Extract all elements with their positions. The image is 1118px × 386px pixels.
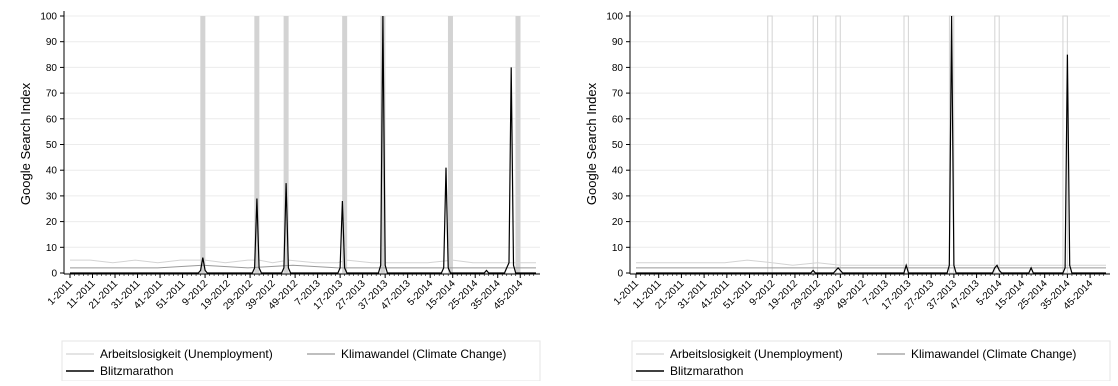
chart-panel-2: 0 10 20 30 40 50 60 70 80 90 100 Google Search Inde… [584,11,1111,382]
series-bar [835,15,841,274]
y-tick-label: 30 [612,191,624,202]
series-bar [1062,15,1068,274]
legend-box [631,340,1111,382]
legend-label: Blitzmarathon [100,364,173,378]
series-bar [254,16,260,273]
series-bar [994,15,1000,274]
series-bar [283,16,289,273]
y-tick-label: 50 [612,140,624,151]
series-bar [447,16,453,273]
y-tick-label: 40 [46,166,58,177]
y-tick-label: 80 [612,63,624,74]
y-tick-label: 20 [612,217,624,228]
y-tick-label: 60 [612,114,624,125]
y-tick-label: 100 [40,12,57,23]
series-line-climate [70,264,536,269]
y-tick-label: 70 [612,89,624,100]
y-tick-label: 50 [46,140,58,151]
legend: Arbeitslosigkeit (Unemployment) Klimawand… [61,340,541,382]
series-line-blitzmarathon [636,15,1106,274]
legend: Arbeitslosigkeit (Unemployment) Klimawand… [631,340,1111,382]
y-tick-label: 70 [46,89,58,100]
legend-label: Arbeitslosigkeit (Unemployment) [100,347,273,361]
series-bar [200,16,206,273]
y-tick-label: 80 [46,63,58,74]
y-tick-label: 10 [612,243,624,254]
y-tick-label: 100 [606,12,623,23]
legend-label: Blitzmarathon [670,364,743,378]
y-tick-label: 20 [46,217,58,228]
series-line-unemployment [70,259,536,264]
y-tick-label: 60 [46,114,58,125]
y-tick-label: 10 [46,243,58,254]
y-axis-label: Google Search Index [584,82,599,205]
y-tick-label: 0 [51,269,57,280]
chart-panel-1: 0 10 20 30 40 50 60 70 80 90 100 Google Search Inde… [18,11,541,382]
series-bar [515,16,521,273]
legend-box [61,340,541,382]
series-bar [342,16,348,273]
y-axis-label: Google Search Index [18,82,33,205]
series-line-blitzmarathon [70,15,536,274]
y-tick-label: 90 [46,37,58,48]
y-tick-label: 90 [612,37,624,48]
legend-label: Klimawandel (Climate Change) [341,347,506,361]
series-bar [380,16,386,273]
y-tick-label: 40 [612,166,624,177]
legend-label: Arbeitslosigkeit (Unemployment) [670,347,843,361]
y-tick-label: 0 [617,269,623,280]
y-tick-label: 30 [46,191,58,202]
series-bar [903,15,909,274]
legend-label: Klimawandel (Climate Change) [911,347,1076,361]
series-line-unemployment [636,259,1106,266]
